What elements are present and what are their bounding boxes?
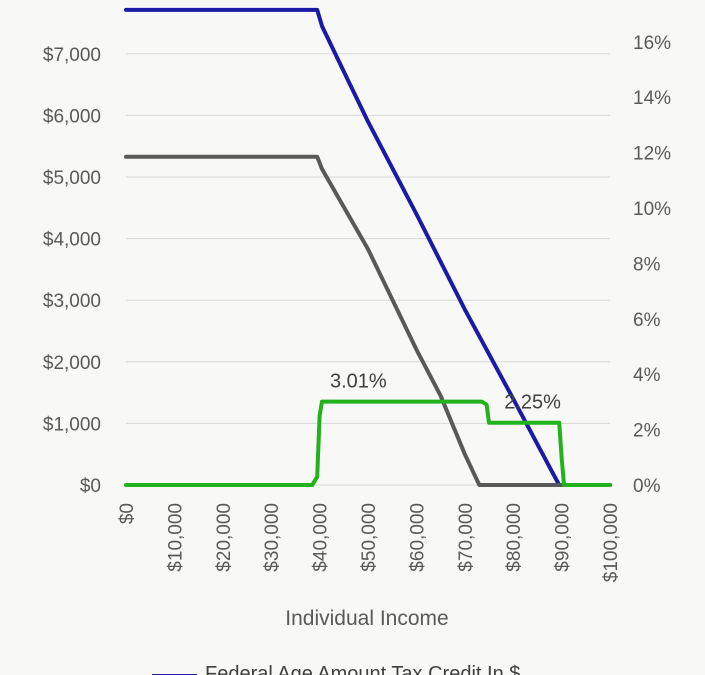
x-tick-label: $100,000 <box>601 503 622 582</box>
x-tick-label: $10,000 <box>165 503 186 572</box>
x-tick-label: $20,000 <box>214 503 235 572</box>
legend-label: Federal Age Amount Tax Credit In $ <box>205 663 520 675</box>
x-tick-label: $0 <box>117 503 138 524</box>
left-tick-label: $5,000 <box>43 168 101 189</box>
series-lines <box>124 7 612 487</box>
x-axis-title: Individual Income <box>285 607 448 630</box>
left-tick-label: $1,000 <box>43 414 101 435</box>
series-line-3 <box>124 399 612 487</box>
right-tick-label: 12% <box>633 144 671 165</box>
series-line-1 <box>124 7 612 487</box>
right-tick-label: 10% <box>633 199 671 220</box>
right-tick-label: 0% <box>633 476 661 497</box>
x-axis: $0 $10,000 $20,000 $30,000 $40,000 $50,000 $60… <box>117 503 622 582</box>
right-tick-label: 16% <box>633 33 671 54</box>
left-tick-label: $4,000 <box>43 230 101 251</box>
legend: Federal Age Amount Tax Credit In $ <box>152 663 520 675</box>
x-tick-label: $90,000 <box>553 503 574 572</box>
right-tick-label: 8% <box>633 254 661 275</box>
data-label: 2.25% <box>504 392 561 414</box>
x-tick-label: $80,000 <box>504 503 525 572</box>
right-tick-label: 2% <box>633 421 661 442</box>
left-axis: $0 $1,000 $2,000 $3,000 $4,000 $5,000 $6,000 $7… <box>43 45 101 497</box>
data-label: 3.01% <box>330 371 387 393</box>
x-tick-label: $70,000 <box>456 503 477 572</box>
right-tick-label: 6% <box>633 310 661 331</box>
x-tick-label: $40,000 <box>311 503 332 572</box>
left-tick-label: $7,000 <box>43 45 101 66</box>
right-axis: 0% 2% 4% 6% 8% 10% 12% 14% 16% <box>633 33 671 497</box>
left-tick-label: $3,000 <box>43 291 101 312</box>
x-tick-label: $60,000 <box>407 503 428 572</box>
left-tick-label: $6,000 <box>43 106 101 127</box>
right-tick-label: 4% <box>633 365 661 386</box>
data-labels: 3.01% 2.25% <box>330 371 561 414</box>
series-line-2 <box>124 154 612 487</box>
gridlines <box>126 53 610 486</box>
right-tick-label: 14% <box>633 88 671 109</box>
x-tick-label: $50,000 <box>359 503 380 572</box>
left-tick-label: $2,000 <box>43 353 101 374</box>
left-tick-label: $0 <box>80 476 101 497</box>
x-tick-label: $30,000 <box>262 503 283 572</box>
